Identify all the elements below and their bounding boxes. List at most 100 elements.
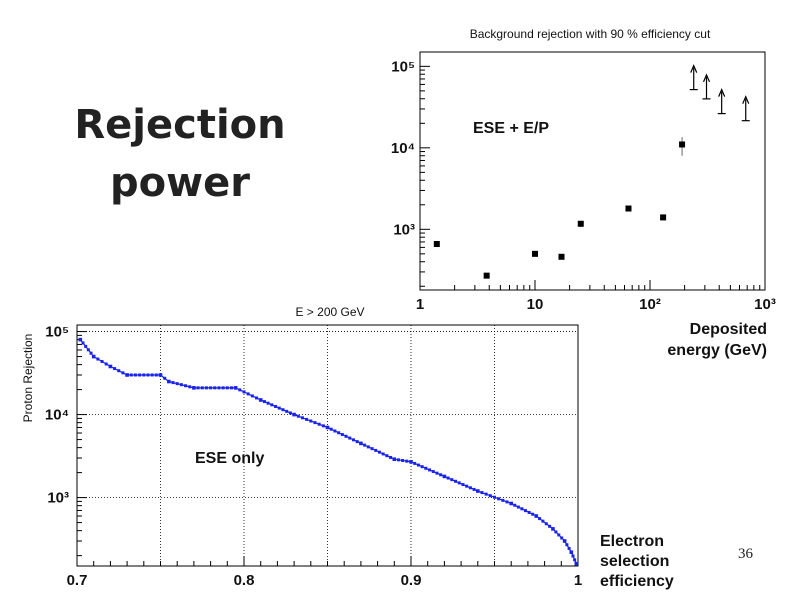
bottom-interp-marker [565, 543, 569, 547]
bottom-interp-marker [337, 431, 341, 435]
bottom-interp-marker [385, 454, 389, 458]
bottom-interp-marker [520, 507, 524, 511]
bottom-interp-marker [200, 386, 204, 390]
top-chart-ticks: 1 10 10² 10³ 10³ 10⁴ 10⁵ [391, 58, 776, 313]
bottom-data-point [562, 539, 567, 543]
top-data-point [625, 205, 632, 212]
bottom-interp-marker [184, 384, 188, 388]
bottom-interp-marker [405, 459, 409, 463]
bottom-data-point [409, 459, 413, 464]
bottom-interp-marker [300, 416, 304, 420]
bottom-interp-marker [246, 392, 250, 396]
bottom-chart-annotation: ESE only [195, 450, 264, 467]
bottom-y-tick-label: 10⁵ [45, 324, 69, 341]
bottom-interp-marker [229, 386, 233, 390]
bottom-interp-marker [531, 512, 535, 516]
top-y-tick-label: 10⁵ [391, 58, 415, 75]
bottom-interp-marker [377, 450, 381, 454]
bottom-interp-marker [204, 386, 208, 390]
bottom-interp-marker [309, 419, 313, 423]
top-data-point [532, 250, 538, 257]
bottom-interp-marker [154, 373, 158, 377]
bottom-interp-marker [370, 447, 374, 451]
bottom-chart: E > 200 GeV 0.7 0.8 0.9 1 10³ 10⁴ 10⁵ ESE only… [21, 305, 674, 590]
bottom-chart-xlabel-line-3: efficiency [600, 573, 674, 590]
top-data-point [679, 141, 686, 148]
bottom-interp-marker [138, 373, 142, 377]
bottom-interp-marker [113, 367, 117, 371]
bottom-data-point [574, 561, 579, 566]
bottom-interp-marker [446, 476, 450, 480]
top-x-tick-label: 10² [639, 296, 661, 313]
bottom-interp-marker [262, 400, 266, 404]
bottom-interp-marker [146, 373, 150, 377]
bottom-interp-marker [355, 440, 359, 444]
bottom-interp-marker [129, 373, 133, 377]
bottom-interp-marker [497, 497, 501, 501]
bottom-interp-marker [171, 381, 175, 385]
bottom-data-point [476, 489, 480, 493]
bottom-interp-marker [175, 382, 179, 386]
top-limit-arrow-head [718, 88, 726, 97]
bottom-interp-marker [266, 401, 270, 405]
page-title-line-1: Rejection [74, 102, 286, 148]
top-chart-xlabel-line-2: energy (GeV) [667, 342, 767, 359]
page-title: Rejection power [60, 96, 300, 212]
top-data-point [433, 241, 440, 248]
bottom-x-tick-label: 0.9 [401, 572, 422, 589]
top-y-tick-label: 10³ [393, 221, 415, 238]
bottom-interp-marker [242, 390, 246, 394]
bottom-interp-marker [454, 479, 458, 483]
bottom-chart-marks [78, 337, 579, 566]
top-chart-xlabel-line-1: Deposited [690, 321, 767, 338]
bottom-interp-marker [544, 522, 548, 526]
bottom-interp-marker [428, 468, 432, 472]
bottom-interp-marker [513, 503, 517, 507]
bottom-data-point [359, 441, 363, 446]
bottom-interp-marker [296, 414, 300, 418]
bottom-interp-marker [348, 436, 352, 440]
bottom-interp-marker [104, 362, 108, 366]
bottom-data-point [292, 412, 296, 417]
top-x-tick-label: 10 [527, 296, 544, 313]
top-data-point [558, 253, 565, 260]
bottom-interp-marker [179, 383, 183, 387]
bottom-interp-marker [457, 481, 461, 485]
bottom-data-point [325, 425, 330, 430]
bottom-interp-marker [86, 348, 90, 352]
bottom-interp-marker [84, 344, 88, 348]
bottom-interp-marker [150, 373, 154, 377]
bottom-interp-marker [484, 492, 488, 496]
bottom-interp-marker [89, 351, 93, 355]
bottom-interp-marker [281, 408, 285, 412]
bottom-interp-marker [117, 369, 121, 373]
bottom-interp-marker [209, 386, 213, 390]
bottom-interp-marker [285, 409, 289, 413]
bottom-interp-marker [416, 463, 420, 467]
bottom-interp-marker [480, 491, 484, 495]
bottom-chart-ticks: 0.7 0.8 0.9 1 10³ 10⁴ 10⁵ [45, 324, 582, 589]
bottom-data-point [258, 398, 263, 402]
bottom-interp-marker [571, 554, 575, 558]
bottom-interp-marker [366, 445, 370, 449]
bottom-interp-marker [401, 459, 405, 463]
top-y-tick-label: 10⁴ [391, 140, 415, 157]
bottom-data-point [78, 337, 83, 342]
bottom-interp-marker [100, 360, 104, 364]
bottom-interp-marker [424, 466, 428, 470]
bottom-interp-marker [363, 443, 367, 447]
bottom-interp-marker [431, 470, 435, 474]
bottom-interp-marker [389, 455, 393, 459]
bottom-interp-marker [505, 500, 509, 504]
bottom-interp-marker [142, 373, 146, 377]
page-number: 36 [738, 546, 753, 562]
bottom-interp-marker [213, 386, 217, 390]
bottom-data-point [167, 379, 171, 384]
bottom-interp-marker [538, 517, 542, 521]
bottom-data-point [509, 501, 513, 506]
bottom-interp-marker [541, 519, 545, 523]
bottom-interp-marker [351, 438, 355, 442]
bottom-interp-marker [96, 357, 100, 361]
bottom-interp-marker [221, 386, 225, 390]
bottom-interp-marker [81, 341, 85, 345]
